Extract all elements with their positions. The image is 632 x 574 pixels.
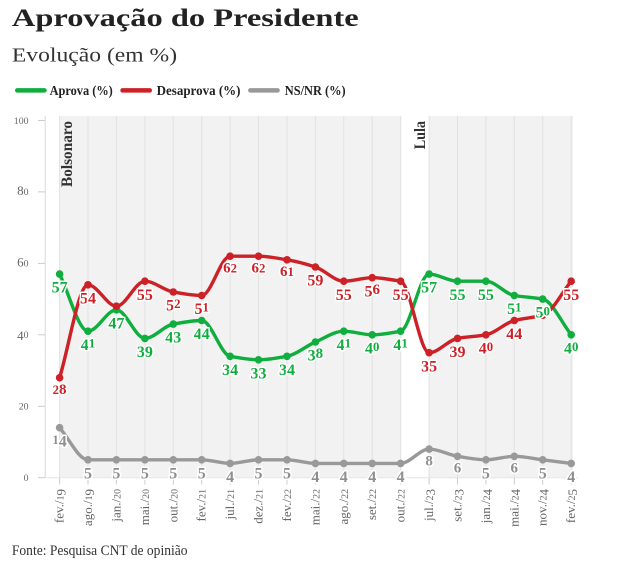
svg-text:4: 4 <box>226 469 234 486</box>
svg-text:fev./25: fev./25 <box>563 489 580 523</box>
svg-text:4: 4 <box>368 469 376 486</box>
svg-text:20: 20 <box>19 402 29 413</box>
svg-text:55: 55 <box>137 287 153 304</box>
svg-text:mai./24: mai./24 <box>506 489 523 527</box>
svg-text:43: 43 <box>165 330 181 347</box>
svg-text:Aprovação do Presidente: Aprovação do Presidente <box>12 5 359 32</box>
svg-text:6: 6 <box>511 461 519 477</box>
svg-text:5: 5 <box>482 465 490 482</box>
svg-text:14: 14 <box>52 433 66 450</box>
svg-text:5: 5 <box>255 465 263 482</box>
svg-text:set./22: set./22 <box>364 489 379 520</box>
svg-text:62: 62 <box>223 260 237 276</box>
svg-text:41: 41 <box>393 336 407 353</box>
svg-text:5: 5 <box>141 465 149 482</box>
svg-text:4: 4 <box>567 469 575 486</box>
svg-text:fev./19: fev./19 <box>52 489 69 523</box>
svg-text:Evolução (em %): Evolução (em %) <box>12 45 177 67</box>
svg-text:34: 34 <box>279 362 295 379</box>
svg-text:57: 57 <box>52 280 68 297</box>
svg-text:jan./24: jan./24 <box>478 489 495 525</box>
svg-text:55: 55 <box>563 287 579 304</box>
svg-text:5: 5 <box>539 465 547 482</box>
svg-text:set./23: set./23 <box>450 489 467 522</box>
svg-text:28: 28 <box>53 382 67 398</box>
svg-text:39: 39 <box>450 344 466 361</box>
svg-text:55: 55 <box>393 287 409 304</box>
svg-text:38: 38 <box>308 346 324 364</box>
svg-text:5: 5 <box>112 465 120 482</box>
svg-text:100: 100 <box>14 116 29 127</box>
svg-text:41: 41 <box>337 336 351 353</box>
svg-text:mai./20: mai./20 <box>137 489 152 525</box>
svg-text:NS/NR (%): NS/NR (%) <box>285 84 346 99</box>
svg-text:mai./22: mai./22 <box>307 489 322 525</box>
svg-text:50: 50 <box>535 304 549 321</box>
svg-text:61: 61 <box>280 264 294 280</box>
svg-text:5: 5 <box>198 465 206 482</box>
svg-text:57: 57 <box>421 280 437 297</box>
svg-text:52: 52 <box>166 297 180 314</box>
svg-text:0: 0 <box>24 473 29 484</box>
svg-text:out./22: out./22 <box>393 489 408 522</box>
svg-text:5: 5 <box>84 465 92 482</box>
svg-text:47: 47 <box>108 315 124 332</box>
svg-text:ago./19: ago./19 <box>80 489 97 526</box>
svg-text:51: 51 <box>194 301 208 318</box>
svg-text:80: 80 <box>17 183 29 198</box>
svg-text:Bolsonaro: Bolsonaro <box>59 121 76 187</box>
svg-text:39: 39 <box>137 344 153 361</box>
svg-text:jan./20: jan./20 <box>108 489 123 523</box>
svg-text:54: 54 <box>80 290 96 307</box>
svg-text:5: 5 <box>169 465 177 482</box>
svg-text:40: 40 <box>17 328 29 343</box>
svg-text:56: 56 <box>364 282 380 300</box>
svg-text:4: 4 <box>340 469 348 486</box>
svg-text:5: 5 <box>283 465 291 482</box>
svg-text:dez./21: dez./21 <box>251 489 266 524</box>
svg-text:ago./22: ago./22 <box>336 489 351 525</box>
svg-text:62: 62 <box>252 260 266 276</box>
svg-text:nov./24: nov./24 <box>535 489 552 526</box>
svg-text:55: 55 <box>450 287 466 304</box>
svg-text:6: 6 <box>454 461 462 477</box>
svg-text:35: 35 <box>421 358 437 375</box>
svg-text:40: 40 <box>365 340 379 357</box>
svg-text:41: 41 <box>81 336 95 353</box>
svg-text:fev./21: fev./21 <box>194 489 209 522</box>
svg-text:out./20: out./20 <box>165 489 180 522</box>
svg-text:Fonte: Pesquisa CNT de opinião: Fonte: Pesquisa CNT de opinião <box>12 543 188 559</box>
svg-text:44: 44 <box>506 326 522 343</box>
svg-text:Aprova (%): Aprova (%) <box>50 84 113 99</box>
svg-text:51: 51 <box>507 301 521 318</box>
svg-text:Desaprova (%): Desaprova (%) <box>157 84 241 99</box>
svg-text:59: 59 <box>307 273 323 290</box>
svg-text:Lula: Lula <box>412 121 429 149</box>
svg-text:33: 33 <box>251 365 267 382</box>
svg-text:55: 55 <box>336 287 352 304</box>
svg-text:8: 8 <box>425 453 433 469</box>
svg-text:40: 40 <box>564 340 578 357</box>
svg-text:4: 4 <box>311 469 319 486</box>
svg-text:40: 40 <box>479 340 493 357</box>
svg-text:60: 60 <box>17 255 29 270</box>
svg-text:jul./23: jul./23 <box>421 489 438 522</box>
svg-text:55: 55 <box>478 287 494 304</box>
svg-text:4: 4 <box>397 469 405 486</box>
svg-text:fev./22: fev./22 <box>279 489 294 522</box>
svg-text:44: 44 <box>194 326 210 343</box>
svg-text:jul./21: jul./21 <box>222 489 237 521</box>
svg-text:34: 34 <box>222 362 238 379</box>
